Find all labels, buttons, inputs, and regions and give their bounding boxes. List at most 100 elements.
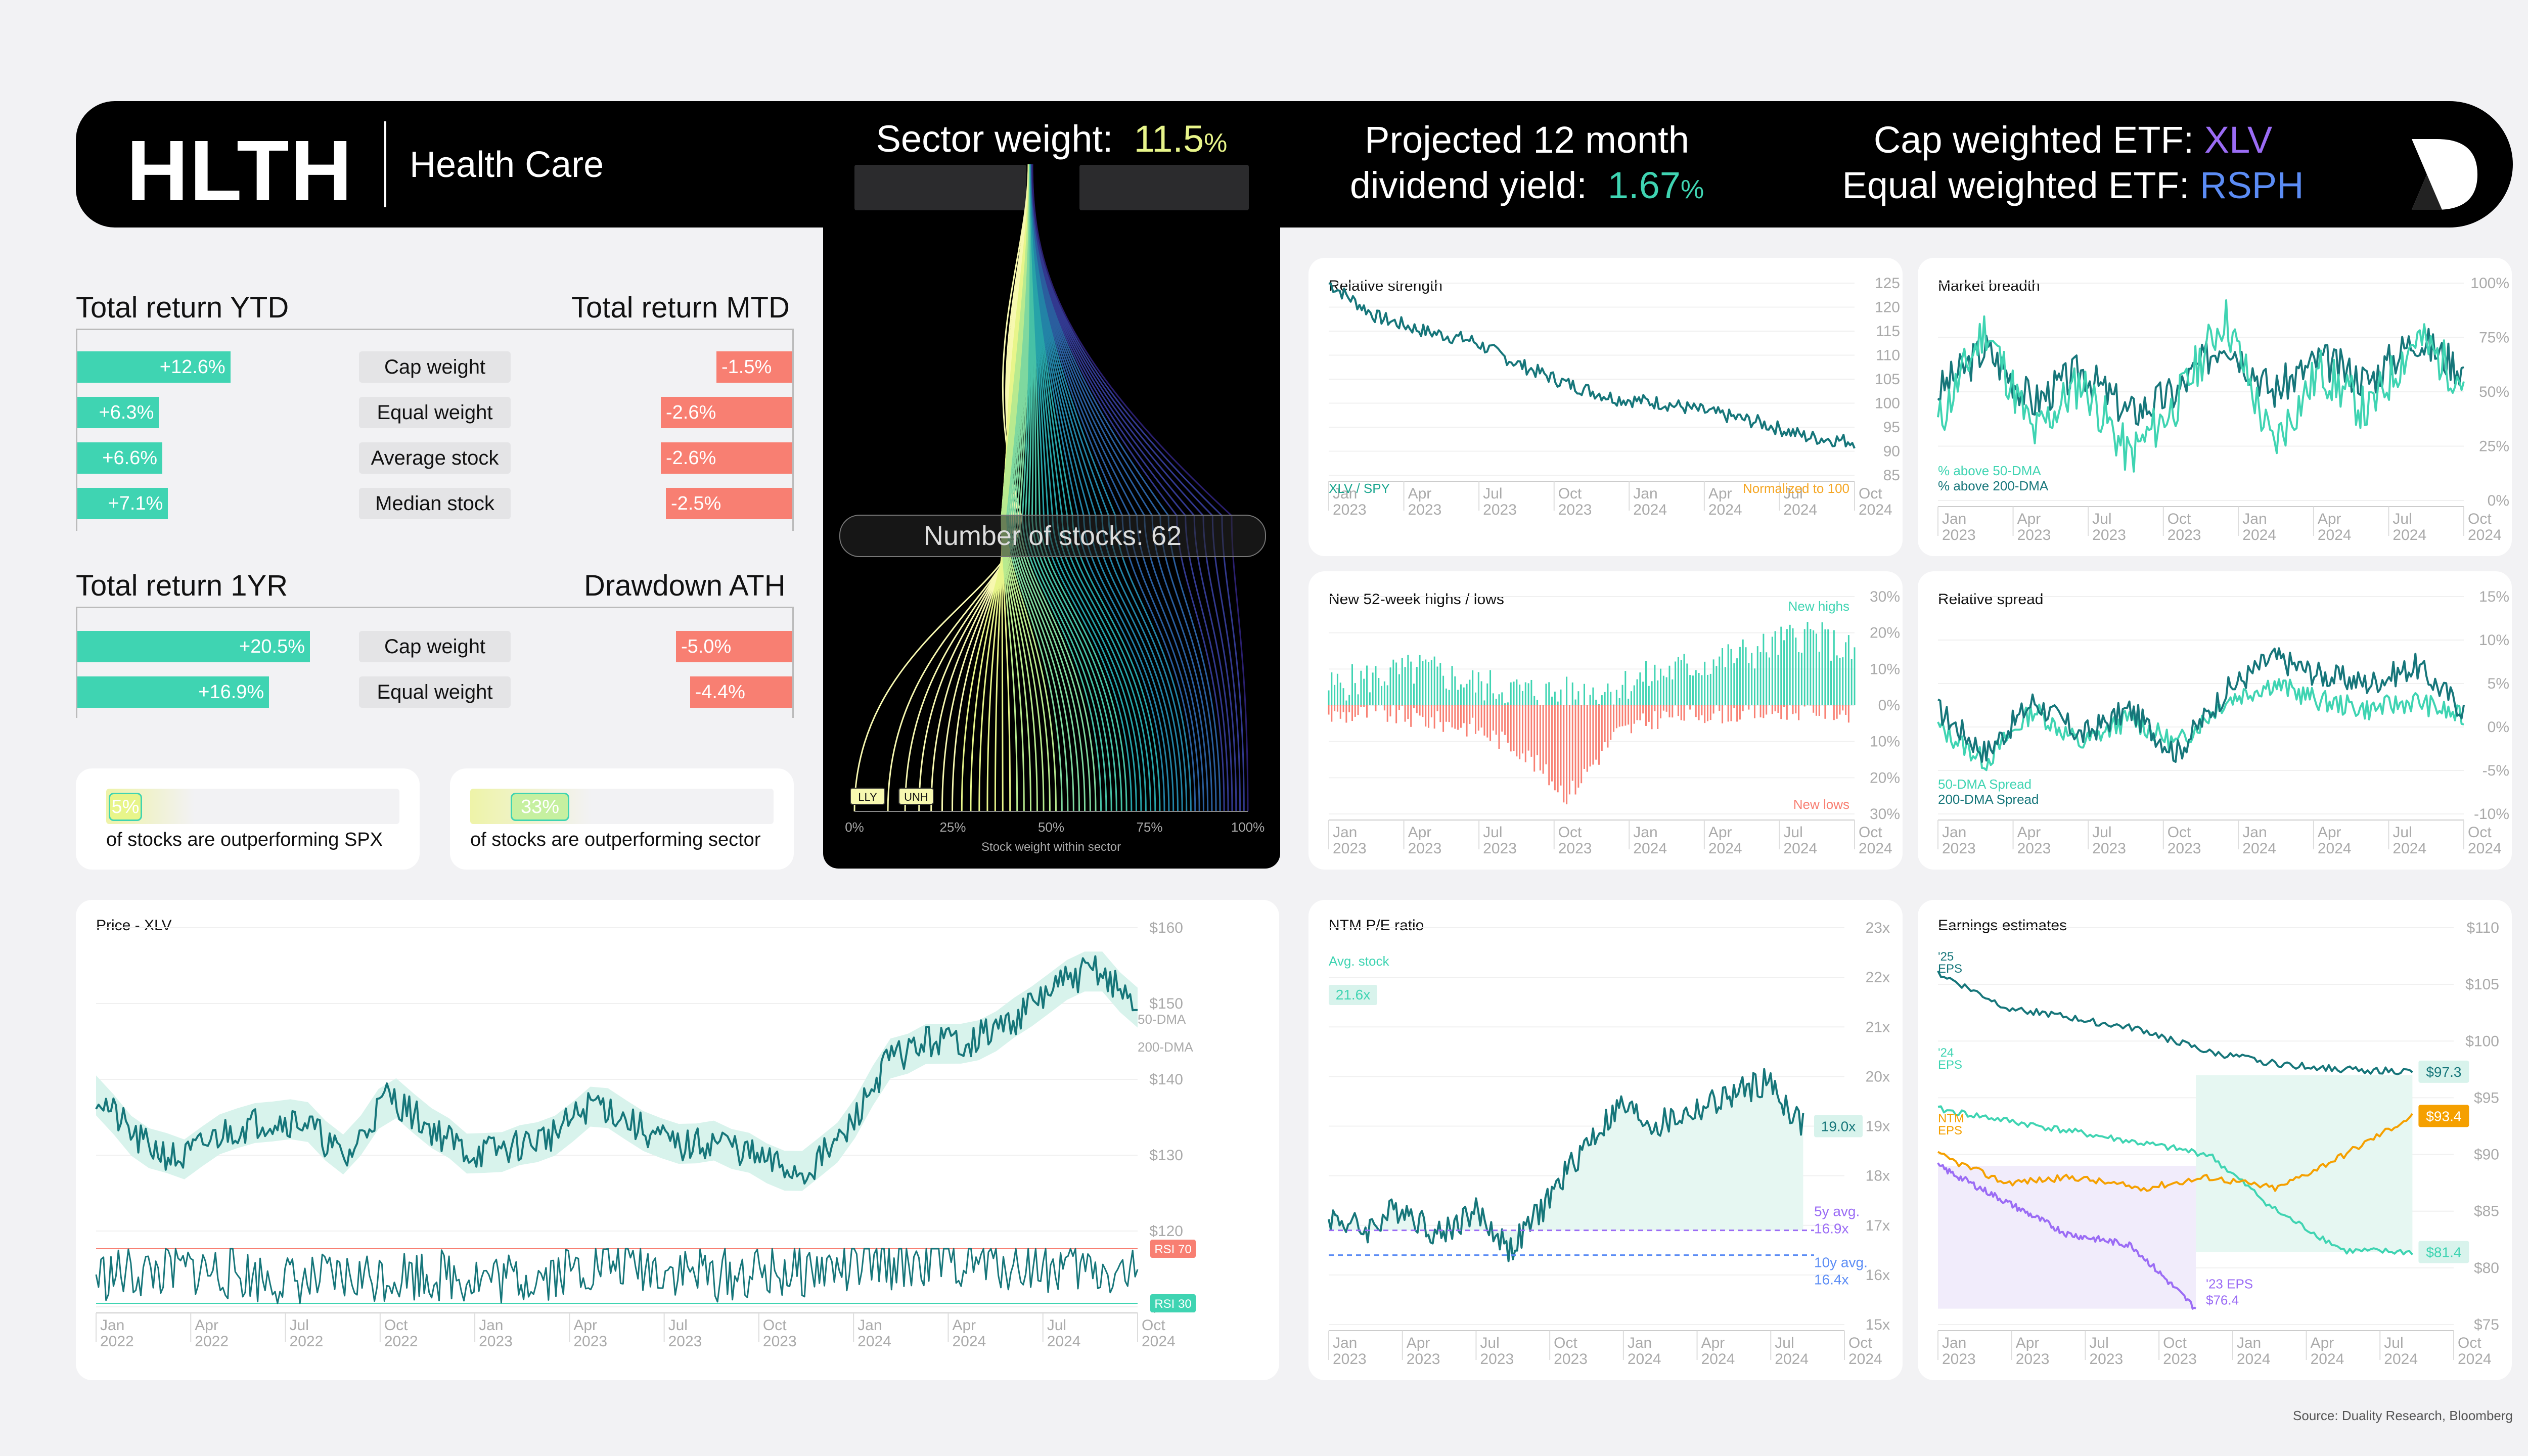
mtd-axis [792,329,794,531]
x-tick-year: 2024 [1708,502,1742,518]
x-tick-year: 2023 [573,1333,607,1350]
dividend-line1: Projected 12 month [1365,119,1689,161]
mtd-bar: -2.5% [666,488,792,519]
x-tick-year: 2022 [384,1333,418,1350]
y-tick: 17x [1866,1217,1890,1234]
y-tick: 120 [1875,299,1900,316]
x-tick-year: 2024 [2311,1351,2344,1368]
x-tick-month: Jan [857,1317,882,1334]
market-breadth-card: Market breadth 100% 75% 50% 25% 0% Jan 2023 Apr 2… [1918,258,2512,556]
x-tick-month: Jul [2092,824,2111,841]
sector-weight-value: 11.5 [1134,118,1204,160]
eps-end-badge [2418,1241,2469,1263]
x-tick-month: Jul [2392,511,2412,527]
x-tick-month: Jan [2242,511,2267,527]
x-tick-year: 2024 [2468,840,2502,857]
x-tick-month: Oct [2168,824,2191,841]
eps-line [1937,1113,2413,1192]
ytd-rule [76,329,794,330]
avg5-label: 5y avg. [1814,1204,1860,1219]
y-tick: 115 [1876,323,1900,340]
x-tick-month: Oct [1848,1335,1872,1351]
number-of-stocks-pill: Number of stocks: 62 [839,515,1266,557]
breadth-50dma-line [1937,299,2465,473]
ma50-label: 50-DMA [1138,1012,1186,1027]
x-tick-year: 2024 [1628,1351,1661,1368]
y-tick: -10% [2474,806,2509,823]
highs-label: New highs [1788,599,1849,614]
x-tick-year: 2024 [1142,1333,1176,1350]
x-tick-month: Oct [1554,1335,1577,1351]
top-stock-label: UNH [904,791,928,803]
x-tick-month: Jul [1783,824,1802,841]
x-tick-year: 2022 [290,1333,324,1350]
dividend-value: 1.67 [1607,164,1681,206]
x-tick-year: 2023 [1483,502,1517,518]
x-tick-month: Jan [100,1317,124,1334]
yr-bar: +20.5% [77,631,310,662]
chart-title: Relative strength [1329,278,1442,294]
eps-end-value: $93.4 [2426,1108,2461,1124]
sector-value-badge: 33% [511,793,569,821]
x-tick-year: 2023 [1408,840,1442,857]
x-tick-month: Apr [1708,824,1732,841]
x-tick-year: 2024 [2468,527,2502,543]
pe-area [1329,1069,1803,1261]
y-tick: $95 [2474,1089,2499,1106]
x-tick-month: Oct [2168,511,2191,527]
x-tick-year: 2023 [1333,840,1367,857]
y-tick: 110 [1876,347,1900,364]
avg-stock-label: Avg. stock [1329,953,1389,969]
x-tick-year: 2023 [2092,840,2126,857]
chart-title: Price - XLV [96,917,172,934]
row-label: Average stock [359,442,511,474]
x-tick-year: 2024 [2318,527,2352,543]
relative-spread-card: Relative spread 15% 10% 5% 0% -5% -10% Jan 2023 A… [1918,571,2512,870]
x-tick-year: 2024 [2384,1351,2418,1368]
x-tick-year: 2024 [1633,502,1667,518]
earnings-estimates-card: Earnings estimates $110 $105 $100 $95 $90 $85 $… [1918,900,2512,1380]
weight-bar-right [1079,165,1249,210]
x-tick-month: Apr [1701,1335,1725,1351]
yr-title: Total return 1YR [76,569,288,602]
spread-legend-50: 50-DMA Spread [1938,777,2032,792]
row-label: Equal weight [359,676,511,708]
x-tick-year: 2024 [952,1333,986,1350]
cap-etf-label: Cap weighted ETF: [1873,119,2194,161]
stock-weight-line [1031,164,1249,812]
x-tick-month: Jan [1333,1335,1357,1351]
y-tick: $140 [1149,1071,1183,1088]
header-divider [384,121,386,207]
ytd-title: Total return YTD [76,291,289,324]
fan-x-tick: 100% [1231,820,1265,835]
eps-line [1937,970,2413,1075]
x-tick-year: 2024 [1701,1351,1735,1368]
x-tick-year: 2023 [1408,502,1442,518]
x-tick-year: 2023 [1333,502,1367,518]
x-tick-month: Apr [1407,1335,1430,1351]
eps-end-value: $81.4 [2426,1244,2461,1260]
yr-axis [76,607,77,718]
avg10-value: 16.4x [1814,1272,1849,1288]
y-tick: 15x [1866,1316,1890,1333]
pe-current-value: 19.0x [1821,1119,1856,1134]
chart-title: Market breadth [1938,278,2040,294]
x-tick-month: Apr [2017,511,2041,527]
x-tick-year: 2023 [763,1333,797,1350]
x-tick-year: 2023 [2089,1351,2123,1368]
chart-title: Relative spread [1938,591,2043,608]
breadth-legend-200: % above 200-DMA [1938,478,2049,493]
rsi-line [95,1248,1139,1304]
x-tick-month: Oct [1859,485,1882,502]
x-tick-month: Jan [2237,1335,2261,1351]
y-tick: 20x [1866,1068,1890,1085]
y-tick: $85 [2474,1203,2499,1220]
relative-strength-card: Relative strength 125 120 115 110 105 100 95 90 8… [1308,258,1903,556]
y-tick: 125 [1875,275,1900,292]
ytd-axis [76,329,77,531]
dividend-line2: dividend yield: [1349,164,1587,206]
cap-etf-value: XLV [2204,119,2273,161]
weight-bar-left [854,165,1026,210]
eps-series-label: EPS [1938,1124,1962,1138]
x-tick-month: Oct [1142,1317,1165,1334]
